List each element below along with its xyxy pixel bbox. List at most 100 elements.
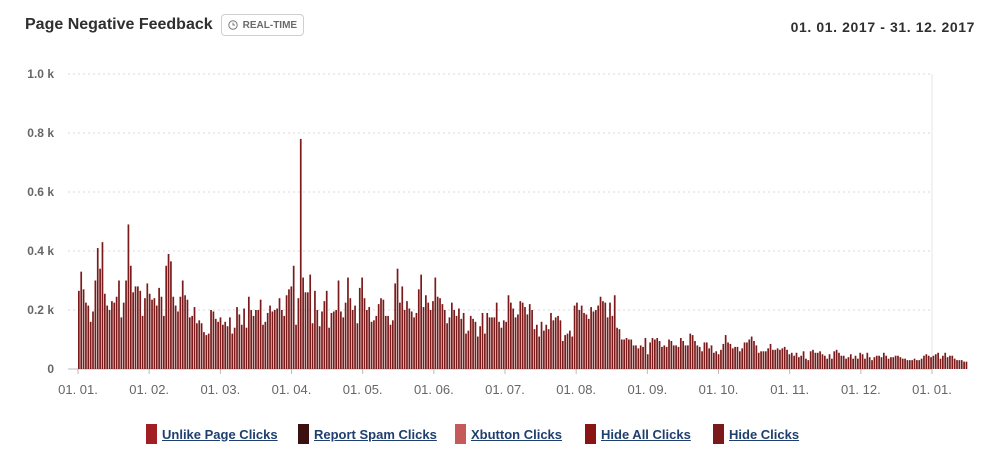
bar[interactable] [750, 336, 753, 369]
bar[interactable] [831, 358, 833, 370]
bar[interactable] [399, 302, 401, 370]
bar[interactable] [285, 295, 288, 369]
bar[interactable] [153, 298, 156, 369]
bar[interactable] [366, 310, 368, 369]
bar[interactable] [89, 321, 92, 369]
bar[interactable] [939, 358, 942, 370]
bar[interactable] [160, 296, 163, 370]
bar[interactable] [505, 321, 507, 369]
bar[interactable] [809, 351, 812, 369]
bar[interactable] [576, 302, 578, 370]
bar[interactable] [129, 265, 132, 369]
bar[interactable] [800, 355, 803, 370]
bar[interactable] [569, 330, 571, 369]
bar[interactable] [543, 330, 545, 369]
bar[interactable] [229, 317, 231, 370]
bar[interactable] [380, 298, 382, 369]
realtime-badge[interactable]: REAL-TIME [220, 14, 305, 36]
bar[interactable] [290, 286, 293, 369]
bar[interactable] [510, 302, 512, 370]
bar[interactable] [92, 311, 94, 369]
bar[interactable] [158, 287, 160, 370]
bar[interactable] [611, 315, 614, 369]
bar[interactable] [321, 311, 323, 369]
bar[interactable] [661, 346, 663, 370]
bar[interactable] [252, 315, 255, 369]
bar[interactable] [410, 311, 413, 369]
bar[interactable] [120, 317, 123, 370]
bar[interactable] [340, 311, 342, 369]
bar[interactable] [845, 358, 847, 370]
bar[interactable] [118, 280, 120, 370]
bar[interactable] [406, 301, 408, 369]
bar[interactable] [753, 340, 755, 369]
bar[interactable] [672, 345, 675, 369]
bar[interactable] [288, 289, 290, 369]
legend-item[interactable]: Hide All Clicks [585, 424, 691, 444]
bar[interactable] [148, 293, 151, 369]
bar[interactable] [240, 324, 243, 369]
bar[interactable] [481, 312, 484, 369]
bar[interactable] [427, 302, 430, 370]
bar[interactable] [247, 296, 250, 370]
bar[interactable] [472, 318, 474, 369]
bar[interactable] [172, 296, 175, 370]
bar[interactable] [325, 290, 328, 369]
bar[interactable] [250, 310, 253, 369]
bar[interactable] [880, 357, 883, 369]
bar[interactable] [413, 317, 415, 370]
bar[interactable] [930, 357, 932, 369]
bar[interactable] [382, 299, 385, 370]
bar[interactable] [573, 305, 576, 369]
bar[interactable] [429, 310, 432, 369]
bar[interactable] [682, 340, 685, 369]
bar[interactable] [174, 305, 177, 369]
bar[interactable] [866, 352, 869, 369]
bar[interactable] [500, 327, 503, 369]
bar[interactable] [226, 326, 229, 369]
bar[interactable] [590, 307, 592, 369]
bar[interactable] [965, 361, 968, 370]
bar[interactable] [743, 342, 746, 369]
bar[interactable] [894, 355, 897, 370]
bar[interactable] [724, 335, 727, 369]
bar[interactable] [295, 324, 297, 369]
bar[interactable] [474, 321, 477, 369]
bar[interactable] [885, 355, 888, 370]
bar[interactable] [80, 271, 83, 369]
bar[interactable] [332, 311, 335, 369]
bar[interactable] [594, 310, 597, 369]
bar[interactable] [798, 357, 800, 369]
bar[interactable] [96, 248, 99, 369]
bar[interactable] [177, 311, 179, 369]
bar[interactable] [613, 295, 616, 369]
bar[interactable] [859, 352, 862, 369]
bar[interactable] [901, 358, 904, 370]
bar[interactable] [708, 348, 710, 369]
bar[interactable] [257, 310, 260, 369]
bar[interactable] [878, 355, 880, 370]
bar[interactable] [781, 348, 784, 369]
bar[interactable] [299, 138, 302, 369]
bar[interactable] [897, 355, 899, 370]
bar[interactable] [302, 277, 304, 369]
bar[interactable] [642, 346, 644, 370]
bar[interactable] [703, 342, 706, 369]
bar[interactable] [370, 321, 373, 369]
bar[interactable] [82, 289, 85, 369]
bar[interactable] [958, 360, 961, 369]
bar[interactable] [283, 315, 286, 369]
bar[interactable] [186, 299, 189, 370]
bar[interactable] [767, 348, 770, 369]
bar[interactable] [181, 280, 184, 370]
bar[interactable] [637, 348, 640, 369]
bar[interactable] [446, 323, 448, 369]
bar[interactable] [196, 323, 198, 369]
bar[interactable] [665, 346, 668, 370]
bar[interactable] [663, 345, 666, 369]
bar[interactable] [344, 302, 347, 370]
bar[interactable] [306, 292, 309, 369]
bar[interactable] [927, 355, 930, 370]
bar[interactable] [946, 357, 949, 369]
bar[interactable] [141, 315, 144, 369]
